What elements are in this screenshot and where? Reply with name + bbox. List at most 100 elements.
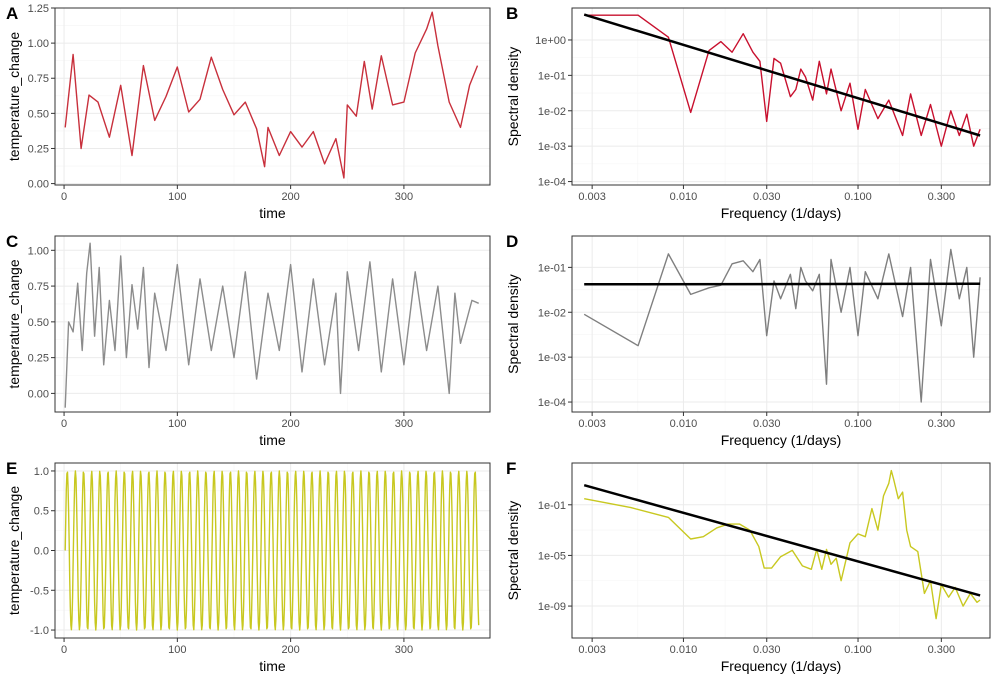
x-tick-label: 0.003 — [578, 644, 606, 656]
y-tick-label: 0.50 — [28, 317, 49, 329]
y-tick-label: 1e-03 — [538, 141, 566, 153]
x-tick-label: 0.010 — [670, 644, 698, 656]
y-tick-label: 0.75 — [28, 281, 49, 293]
y-tick-label: 0.25 — [28, 143, 49, 155]
x-tick-label: 0 — [61, 644, 67, 656]
x-tick-label: 0.030 — [753, 418, 781, 430]
series-line — [584, 14, 981, 147]
y-axis-title: temperature_change — [6, 32, 22, 161]
y-axis-title: Spectral density — [505, 274, 521, 374]
series-line — [583, 248, 981, 403]
y-tick-label: 0.5 — [34, 506, 49, 518]
panel-border — [54, 7, 491, 186]
x-axis-title: Frequency (1/days) — [721, 432, 842, 448]
plot-area — [583, 248, 981, 403]
panel-tag: C — [6, 232, 18, 251]
plot-area — [64, 11, 479, 179]
x-tick-label: 0.030 — [753, 191, 781, 203]
x-axis-title: Frequency (1/days) — [721, 205, 842, 221]
fit-line — [583, 483, 981, 597]
panel-f: 0.003 0.010 0.030 0.100 0.300 1e-09 1e-05 1e-01… — [505, 459, 991, 674]
series-line — [64, 242, 479, 408]
plot-area — [64, 470, 480, 631]
y-tick-label: 1e-03 — [538, 352, 566, 364]
y-axis-title: Spectral density — [505, 47, 521, 147]
y-tick-label: 1e-05 — [538, 550, 566, 562]
panel-border — [571, 7, 991, 186]
y-tick-label: 1.0 — [34, 466, 49, 478]
panel-border — [571, 462, 991, 639]
x-tick-label: 0.010 — [670, 191, 698, 203]
y-axis-title: Spectral density — [505, 501, 521, 601]
panel-tag: E — [6, 459, 17, 478]
y-tick-label: 1e-01 — [538, 262, 566, 274]
x-tick-label: 200 — [281, 418, 299, 430]
y-axis-title: temperature_change — [6, 259, 22, 388]
x-tick-label: 100 — [168, 191, 186, 203]
series-line — [584, 469, 981, 620]
series-line — [64, 470, 480, 631]
x-axis-title: time — [259, 658, 286, 674]
y-tick-label: 0.75 — [28, 73, 49, 85]
panel-c: 0 100 200 300 0.00 0.25 0.50 0.75 1.00 time temper… — [6, 232, 491, 448]
x-tick-label: 0.300 — [928, 644, 956, 656]
x-tick-label: 0.300 — [928, 418, 956, 430]
plot-area — [64, 242, 479, 408]
panel-a: 0 100 200 300 0.00 0.25 0.50 0.75 1.00 1.25 time te… — [6, 3, 491, 221]
y-tick-label: 1e-04 — [538, 397, 566, 409]
x-tick-label: 0.003 — [578, 418, 606, 430]
y-tick-label: 0.50 — [28, 108, 49, 120]
y-tick-label: 1e-01 — [538, 500, 566, 512]
y-tick-label: 1.25 — [28, 3, 49, 15]
x-tick-label: 0.100 — [844, 191, 872, 203]
panel-border — [571, 235, 991, 413]
x-tick-label: 0 — [61, 191, 67, 203]
x-tick-label: 100 — [168, 644, 186, 656]
x-tick-label: 0.100 — [844, 644, 872, 656]
x-tick-label: 0.300 — [928, 191, 956, 203]
panel-tag: F — [506, 459, 516, 478]
y-tick-label: -1.0 — [30, 625, 49, 637]
x-tick-label: 300 — [395, 644, 413, 656]
x-tick-label: 0 — [61, 418, 67, 430]
y-tick-label: -0.5 — [30, 585, 49, 597]
x-tick-label: 0.010 — [670, 418, 698, 430]
x-axis-title: time — [259, 205, 286, 221]
y-tick-label: 1.00 — [28, 38, 49, 50]
series-line — [64, 11, 479, 179]
x-tick-label: 0.030 — [753, 644, 781, 656]
y-axis-title: temperature_change — [6, 486, 22, 615]
x-tick-label: 100 — [168, 418, 186, 430]
x-axis-title: Frequency (1/days) — [721, 658, 842, 674]
y-tick-label: 1e-04 — [538, 177, 566, 189]
x-axis-title: time — [259, 432, 286, 448]
x-tick-label: 200 — [281, 191, 299, 203]
x-tick-label: 0.003 — [578, 191, 606, 203]
x-tick-label: 0.100 — [844, 418, 872, 430]
fit-line — [584, 282, 981, 286]
fit-line — [583, 13, 981, 137]
panel-e: 0 100 200 300 -1.0 -0.5 0.0 0.5 1.0 time temperatu… — [6, 459, 491, 674]
y-tick-label: 1e-09 — [538, 601, 566, 613]
panel-border — [54, 235, 491, 413]
plot-area — [583, 13, 981, 147]
y-tick-label: 1e-01 — [538, 70, 566, 82]
y-tick-label: 0.00 — [28, 179, 49, 191]
panel-d: 0.003 0.010 0.030 0.100 0.300 1e-04 1e-03 1e-02… — [505, 232, 991, 448]
y-tick-label: 0.00 — [28, 388, 49, 400]
x-tick-label: 300 — [395, 418, 413, 430]
x-tick-label: 300 — [395, 191, 413, 203]
y-tick-label: 1e+00 — [535, 35, 566, 47]
y-tick-label: 1.00 — [28, 245, 49, 257]
panel-tag: A — [6, 4, 18, 23]
panel-tag: B — [506, 4, 518, 23]
plot-area — [583, 469, 981, 620]
y-tick-label: 0.0 — [34, 546, 49, 558]
y-tick-label: 1e-02 — [538, 106, 566, 118]
panel-tag: D — [506, 232, 518, 251]
x-tick-label: 200 — [281, 644, 299, 656]
y-tick-label: 0.25 — [28, 353, 49, 365]
panel-b: 0.003 0.010 0.030 0.100 0.300 1e-04 1e-03 1e-02… — [505, 4, 991, 221]
y-tick-label: 1e-02 — [538, 307, 566, 319]
